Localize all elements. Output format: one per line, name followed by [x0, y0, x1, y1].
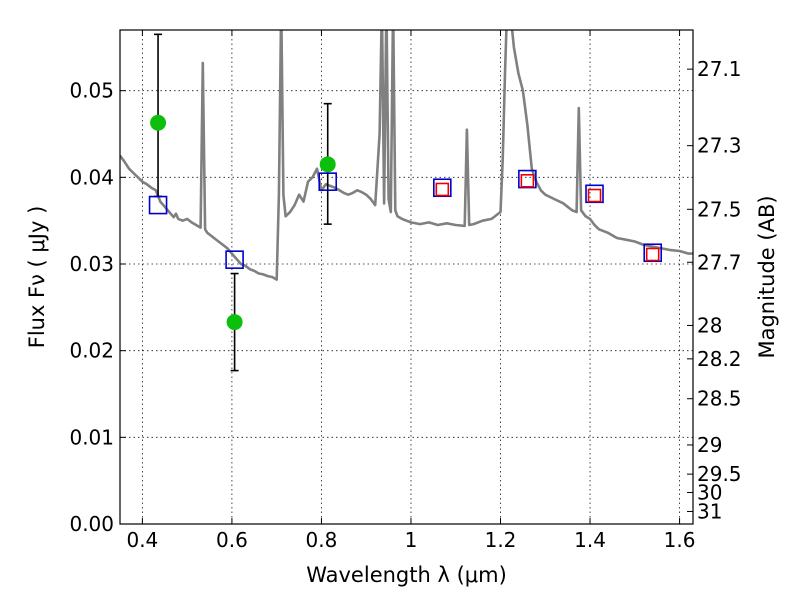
right-tick-label: 27.3	[697, 134, 742, 158]
right-tick-label: 28.2	[697, 347, 742, 371]
right-tick-label: 27.1	[697, 57, 742, 81]
right-tick-label: 28	[697, 313, 722, 337]
x-tick-label: 0.8	[306, 528, 338, 552]
x-tick-label: 1.2	[485, 528, 517, 552]
x-tick-label: 1.4	[574, 528, 606, 552]
model-point	[318, 172, 338, 191]
x-axis-label: Wavelength λ (μm)	[306, 563, 507, 587]
right-tick-label: 29.5	[697, 462, 742, 486]
right-axis-label: Magnitude (AB)	[755, 195, 779, 358]
x-tick-label: 0.6	[216, 528, 248, 552]
y-tick-label: 0.01	[69, 425, 114, 449]
x-tick-label: 0.4	[126, 528, 158, 552]
observed-point	[226, 314, 243, 331]
y-tick-label: 0.02	[69, 339, 114, 363]
right-tick-label: 30	[697, 481, 722, 505]
right-tick-label: 27.5	[697, 197, 742, 221]
x-tick-label: 1.6	[664, 528, 696, 552]
grid	[120, 30, 693, 525]
right-tick-label: 31	[697, 499, 722, 523]
right-tick-label: 29	[697, 433, 722, 457]
spectrum	[120, 30, 693, 281]
observed-point	[150, 114, 167, 131]
ir-photometry	[435, 174, 660, 262]
spectrum-line	[120, 30, 693, 281]
ir-point	[645, 247, 660, 262]
y-axis-label: Flux Fν ( μJy )	[25, 206, 49, 349]
plot-frame	[119, 29, 694, 525]
model-point	[148, 195, 168, 215]
ir-point	[520, 174, 535, 188]
ir-point	[435, 182, 450, 197]
y-tick-label: 0.00	[69, 512, 114, 536]
observed-point	[319, 156, 336, 173]
y-axis-ticks: 0.00 0.01 0.02 0.03 0.04 0.05	[69, 79, 126, 536]
ir-point	[587, 188, 602, 203]
x-tick-label: 1	[405, 528, 418, 552]
x-axis-ticks: 0.4 0.6 0.8 1 1.2 1.4 1.6	[126, 30, 695, 552]
error-bars	[154, 33, 332, 372]
observed-points	[150, 114, 336, 331]
model-point	[225, 250, 244, 269]
y-tick-label: 0.03	[69, 252, 114, 276]
y-tick-label: 0.04	[69, 165, 114, 189]
y-tick-label: 0.05	[69, 79, 114, 103]
right-tick-label: 28.5	[697, 387, 742, 411]
right-tick-label: 27.7	[697, 250, 742, 274]
